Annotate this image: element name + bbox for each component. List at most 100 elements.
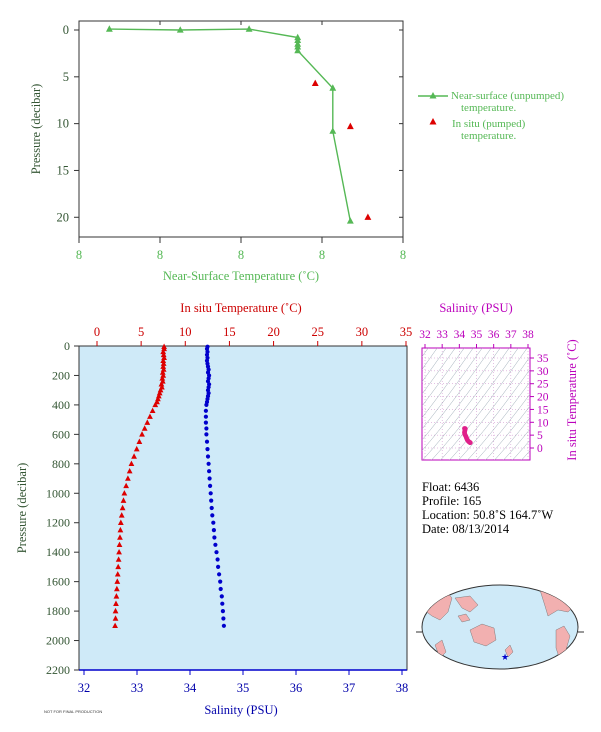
salinity-point [218,579,223,584]
legend-unpumped-label-2: temperature. [461,102,517,114]
temperature-point [159,369,166,375]
ts-temperature-tick-label: 30 [537,366,549,378]
near-surface-x-tick-label: 8 [76,248,82,262]
pressure-tick-label: 2000 [46,634,70,648]
ts-temperature-tick-label: 5 [537,430,543,442]
temperature-point [117,519,124,525]
ts-isoline [422,348,510,460]
temperature-top-axis: 0 5 10 15 20 25 30 35 [94,325,412,346]
float-id: Float: 6436 [422,480,480,494]
temperature-point [131,453,137,459]
ts-salinity-tick-label: 34 [454,329,466,341]
salinity-point [204,439,210,444]
near-surface-y-axis: 0 5 10 15 20 [57,23,403,224]
temperature-point [160,348,167,355]
temperature-point [119,504,126,511]
temperature-point [114,571,121,577]
salinity-point [207,469,212,474]
salinity-point [205,447,210,452]
salinity-point [208,483,213,488]
temperature-point [115,556,122,562]
temperature-tick-label: 20 [267,325,280,339]
temperature-point [139,431,145,437]
ts-isoline [512,439,530,460]
near-surface-x-tick-label: 8 [238,248,244,262]
temperature-point [160,357,167,363]
salinity-profile-points [203,344,226,628]
temperature-point [147,413,153,419]
salinity-point [215,557,220,562]
ts-diagram: Salinity (PSU) In situ Temperature (˚C) … [419,301,601,470]
temperature-point [149,407,156,414]
near-surface-x-tick-label: 8 [400,248,406,262]
salinity-point [208,491,213,496]
near-surface-x-axis: 8 8 8 8 8 [76,21,406,262]
ts-temperature-tick-label: 15 [537,404,549,416]
pressure-tick-label: 200 [52,368,70,382]
salinity-point [203,408,208,413]
legend-pumped-marker [429,118,437,125]
near-surface-y-tick-label: 0 [63,23,69,37]
ts-isoline [503,428,530,460]
ts-temperature-tick-label: 20 [537,392,549,404]
salinity-point [217,572,222,577]
float-info: Float: 6436 Profile: 165 Location: 50.8˚… [422,480,553,536]
ts-salinity-tick-label: 32 [419,329,431,341]
ts-salinity-tick-label: 36 [488,329,500,341]
temperature-tick-label: 30 [356,325,369,339]
temperature-point [117,534,123,540]
pumped-point [311,79,319,87]
salinity-point [206,461,211,466]
salinity-point [211,520,216,525]
temperature-point [128,460,135,467]
temperature-point [159,375,166,381]
ts-isoline [521,450,530,460]
near-surface-y-tick-label: 15 [57,163,70,177]
ts-isoline [422,348,438,370]
temperature-point [113,600,119,606]
temperature-point [126,467,133,474]
temperature-tick-label: 10 [179,325,192,339]
ts-grid [422,348,530,460]
salinity-tick-label: 38 [396,681,409,695]
pressure-tick-label: 1600 [46,575,70,589]
near-surface-y-tick-label: 10 [57,117,70,131]
near-surface-chart: 8 8 8 8 8 0 5 10 15 20 Near-Surface Temperature … [29,20,564,283]
salinity-point [204,402,209,407]
ts-temperature-tick-label: 0 [537,443,543,455]
ts-density-isolines [422,328,601,470]
salinity-point [216,564,221,570]
pumped-point [346,122,354,130]
ts-salinity-tick-label: 35 [471,329,483,341]
ts-temperature-tick-label: 25 [537,379,549,391]
ts-isoline [431,348,519,460]
float-location-star-icon: ★ [501,653,509,663]
location-map: ★ [416,584,584,670]
ts-isoline [521,328,601,470]
temperature-point [160,351,167,358]
ts-points [462,426,473,446]
temperature-point [116,548,122,555]
legend-unpumped-marker [429,92,437,99]
ts-temperature-tick-label: 10 [537,417,549,429]
salinity-point [220,609,225,614]
legend-pumped-label-2: temperature. [461,130,517,142]
ts-isoline [422,348,492,441]
temperature-tick-label: 25 [311,325,324,339]
salinity-tick-label: 37 [343,681,356,695]
temperature-point [141,425,148,431]
temperature-point [123,482,130,489]
temperature-tick-label: 15 [223,325,236,339]
salinity-point [212,535,217,540]
temperature-point [115,563,122,570]
temperature-point [117,526,124,533]
unpumped-point [294,43,302,50]
unpumped-point [176,26,184,33]
profile-chart: 0 5 10 15 20 25 30 35 32 33 34 35 36 37 38 0 200 400 600… [15,301,412,717]
salinity-point [210,513,215,518]
ts-isoline [422,348,465,407]
unpumped-point [294,36,302,43]
temperature-profile-points [112,343,167,629]
temperature-tick-label: 0 [94,325,100,339]
